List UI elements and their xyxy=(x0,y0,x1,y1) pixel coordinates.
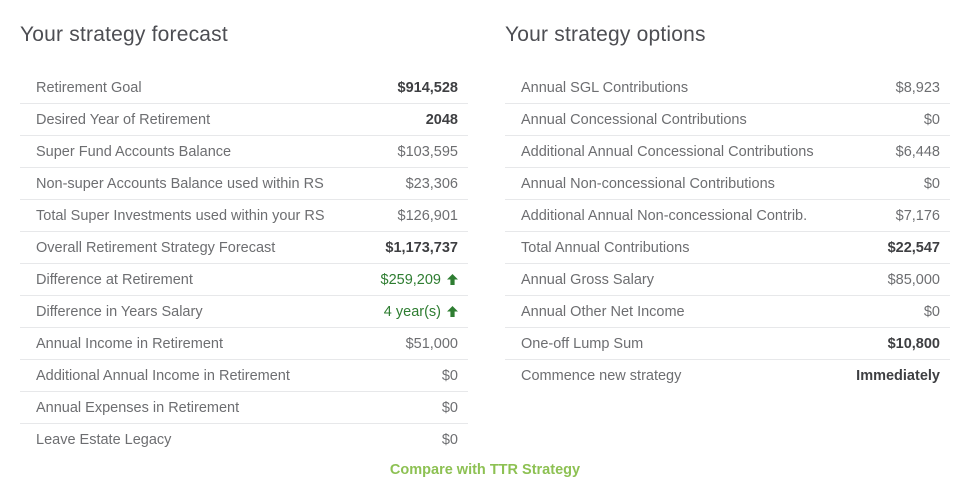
row-label: Difference in Years Salary xyxy=(36,303,203,320)
table-row: One-off Lump Sum $10,800 xyxy=(505,328,950,360)
table-row: Difference at Retirement $259,209 xyxy=(20,264,468,296)
row-value: $22,547 xyxy=(887,239,940,256)
table-row: Annual Non-concessional Contributions $0 xyxy=(505,168,950,200)
forecast-panel-title: Your strategy forecast xyxy=(20,23,228,46)
table-row: Additional Annual Income in Retirement $0 xyxy=(20,360,468,392)
row-label: Commence new strategy xyxy=(521,368,682,384)
row-label: One-off Lump Sum xyxy=(521,335,644,352)
table-row: Difference in Years Salary 4 year(s) xyxy=(20,296,468,328)
row-label: Non-super Accounts Balance used within R… xyxy=(36,175,324,192)
row-value: $259,209 xyxy=(381,272,458,288)
table-row: Annual Gross Salary $85,000 xyxy=(505,264,950,296)
row-label: Retirement Goal xyxy=(36,79,142,96)
compare-ttr-strategy-link[interactable]: Compare with TTR Strategy xyxy=(389,462,581,478)
table-row: Super Fund Accounts Balance $103,595 xyxy=(20,136,468,168)
row-label: Annual Concessional Contributions xyxy=(521,111,747,128)
row-label: Desired Year of Retirement xyxy=(36,111,211,128)
options-panel-title: Your strategy options xyxy=(505,23,706,46)
options-table: Annual SGL Contributions $8,923 Annual Con… xyxy=(505,72,950,392)
row-label: Total Super Investments used within your… xyxy=(36,207,325,224)
table-row: Annual Income in Retirement $51,000 xyxy=(20,328,468,360)
table-row: Total Annual Contributions $22,547 xyxy=(505,232,950,264)
row-value: $6,448 xyxy=(895,143,940,160)
row-value: $0 xyxy=(441,399,458,416)
strategy-options-panel: Your strategy options Annual SGL Contrib… xyxy=(505,0,950,392)
row-value: $7,176 xyxy=(895,207,940,224)
row-label: Total Annual Contributions xyxy=(521,239,690,256)
row-value: $103,595 xyxy=(397,143,458,160)
row-value: $51,000 xyxy=(405,335,458,352)
table-row: Overall Retirement Strategy Forecast $1,1… xyxy=(20,232,468,264)
table-row: Annual Concessional Contributions $0 xyxy=(505,104,950,136)
strategy-forecast-panel: Your strategy forecast Retirement Goal $9… xyxy=(20,0,468,456)
row-value: $1,173,737 xyxy=(385,239,458,256)
row-label: Overall Retirement Strategy Forecast xyxy=(36,239,276,256)
table-row: Retirement Goal $914,528 xyxy=(20,72,468,104)
table-row: Leave Estate Legacy $0 xyxy=(20,424,468,456)
row-value: $8,923 xyxy=(895,79,940,96)
row-value: $0 xyxy=(923,303,940,320)
row-value: $10,800 xyxy=(887,335,940,352)
row-label: Annual Expenses in Retirement xyxy=(36,399,240,416)
row-label: Super Fund Accounts Balance xyxy=(36,143,232,160)
table-row: Annual Other Net Income $0 xyxy=(505,296,950,328)
arrow-up-icon xyxy=(447,306,458,317)
row-label: Difference at Retirement xyxy=(36,271,193,288)
row-label: Additional Annual Income in Retirement xyxy=(36,367,290,384)
row-label: Annual SGL Contributions xyxy=(521,79,689,96)
table-row: Additional Annual Concessional Contribut… xyxy=(505,136,950,168)
row-value: 2048 xyxy=(425,111,458,128)
row-label: Leave Estate Legacy xyxy=(36,432,172,448)
table-row: Additional Annual Non-concessional Contr… xyxy=(505,200,950,232)
row-value: $126,901 xyxy=(397,207,458,224)
table-row: Annual Expenses in Retirement $0 xyxy=(20,392,468,424)
row-value: $0 xyxy=(923,111,940,128)
table-row: Annual SGL Contributions $8,923 xyxy=(505,72,950,104)
row-value: $0 xyxy=(441,432,458,448)
table-row: Desired Year of Retirement 2048 xyxy=(20,104,468,136)
row-label: Additional Annual Non-concessional Contr… xyxy=(521,207,808,224)
row-value: $23,306 xyxy=(405,175,458,192)
row-value: $0 xyxy=(923,175,940,192)
row-label: Additional Annual Concessional Contribut… xyxy=(521,143,814,160)
forecast-table: Retirement Goal $914,528 Desired Year of R… xyxy=(20,72,468,456)
row-label: Annual Income in Retirement xyxy=(36,335,223,352)
row-value: $0 xyxy=(441,367,458,384)
row-label: Annual Non-concessional Contributions xyxy=(521,175,775,192)
row-value: Immediately xyxy=(856,368,940,384)
row-label: Annual Gross Salary xyxy=(521,271,654,288)
table-row: Total Super Investments used within your… xyxy=(20,200,468,232)
row-value: $914,528 xyxy=(397,79,458,96)
table-row: Commence new strategy Immediately xyxy=(505,360,950,392)
table-row: Non-super Accounts Balance used within R… xyxy=(20,168,468,200)
row-value: 4 year(s) xyxy=(384,304,458,320)
row-value: $85,000 xyxy=(887,271,940,288)
row-label: Annual Other Net Income xyxy=(521,303,685,320)
arrow-up-icon xyxy=(447,274,458,285)
